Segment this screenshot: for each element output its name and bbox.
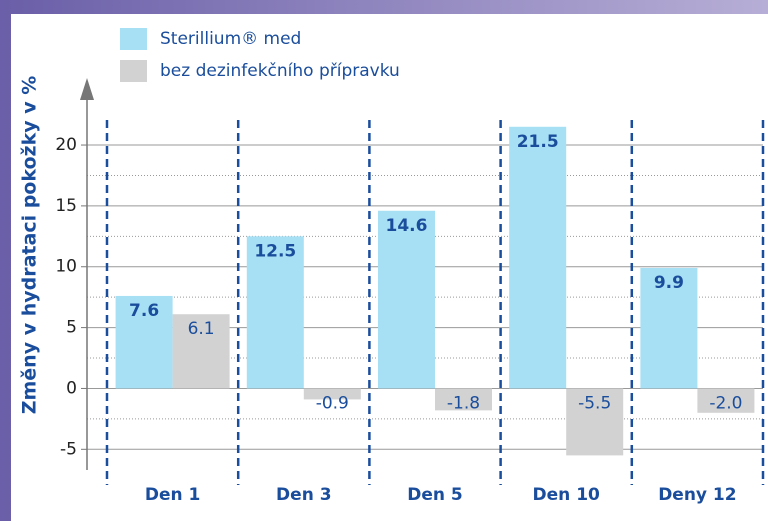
legend-label: Sterillium® med	[160, 29, 301, 49]
value-label: 14.6	[386, 216, 428, 236]
x-tick-label: Den 5	[407, 485, 463, 505]
y-axis-arrow	[80, 78, 94, 100]
value-label: 7.6	[129, 301, 159, 321]
bar	[246, 236, 304, 389]
legend-swatch	[120, 60, 147, 82]
bar	[566, 388, 624, 456]
bar	[378, 210, 435, 389]
y-tick-label: 20	[55, 135, 77, 155]
x-tick-label: Den 1	[145, 485, 201, 505]
bar	[640, 267, 698, 389]
bar	[115, 295, 173, 389]
bar	[172, 314, 230, 389]
y-tick-label: 10	[55, 257, 77, 277]
y-axis-label: Změny v hydrataci pokožky v %	[19, 76, 41, 415]
x-tick-label: Deny 12	[658, 485, 736, 505]
legend-label: bez dezinfekčního přípravku	[160, 61, 400, 81]
y-tick-label: 5	[66, 318, 77, 338]
bar	[509, 126, 567, 389]
value-label: 6.1	[188, 319, 215, 339]
y-tick-label: 0	[66, 378, 77, 398]
y-tick-label: 15	[55, 196, 77, 216]
legend-swatch	[120, 28, 147, 50]
bar	[435, 388, 492, 411]
value-label: -0.9	[316, 393, 349, 413]
bar	[303, 388, 361, 400]
x-tick-label: Den 10	[533, 485, 600, 505]
bar	[697, 388, 755, 413]
value-label: 12.5	[254, 241, 296, 261]
value-label: -1.8	[447, 393, 480, 413]
value-label: -2.0	[709, 393, 742, 413]
x-tick-label: Den 3	[276, 485, 332, 505]
value-label: 21.5	[517, 132, 559, 152]
value-label: 9.9	[654, 273, 684, 293]
value-label: -5.5	[578, 393, 611, 413]
y-tick-label: -5	[60, 439, 77, 459]
